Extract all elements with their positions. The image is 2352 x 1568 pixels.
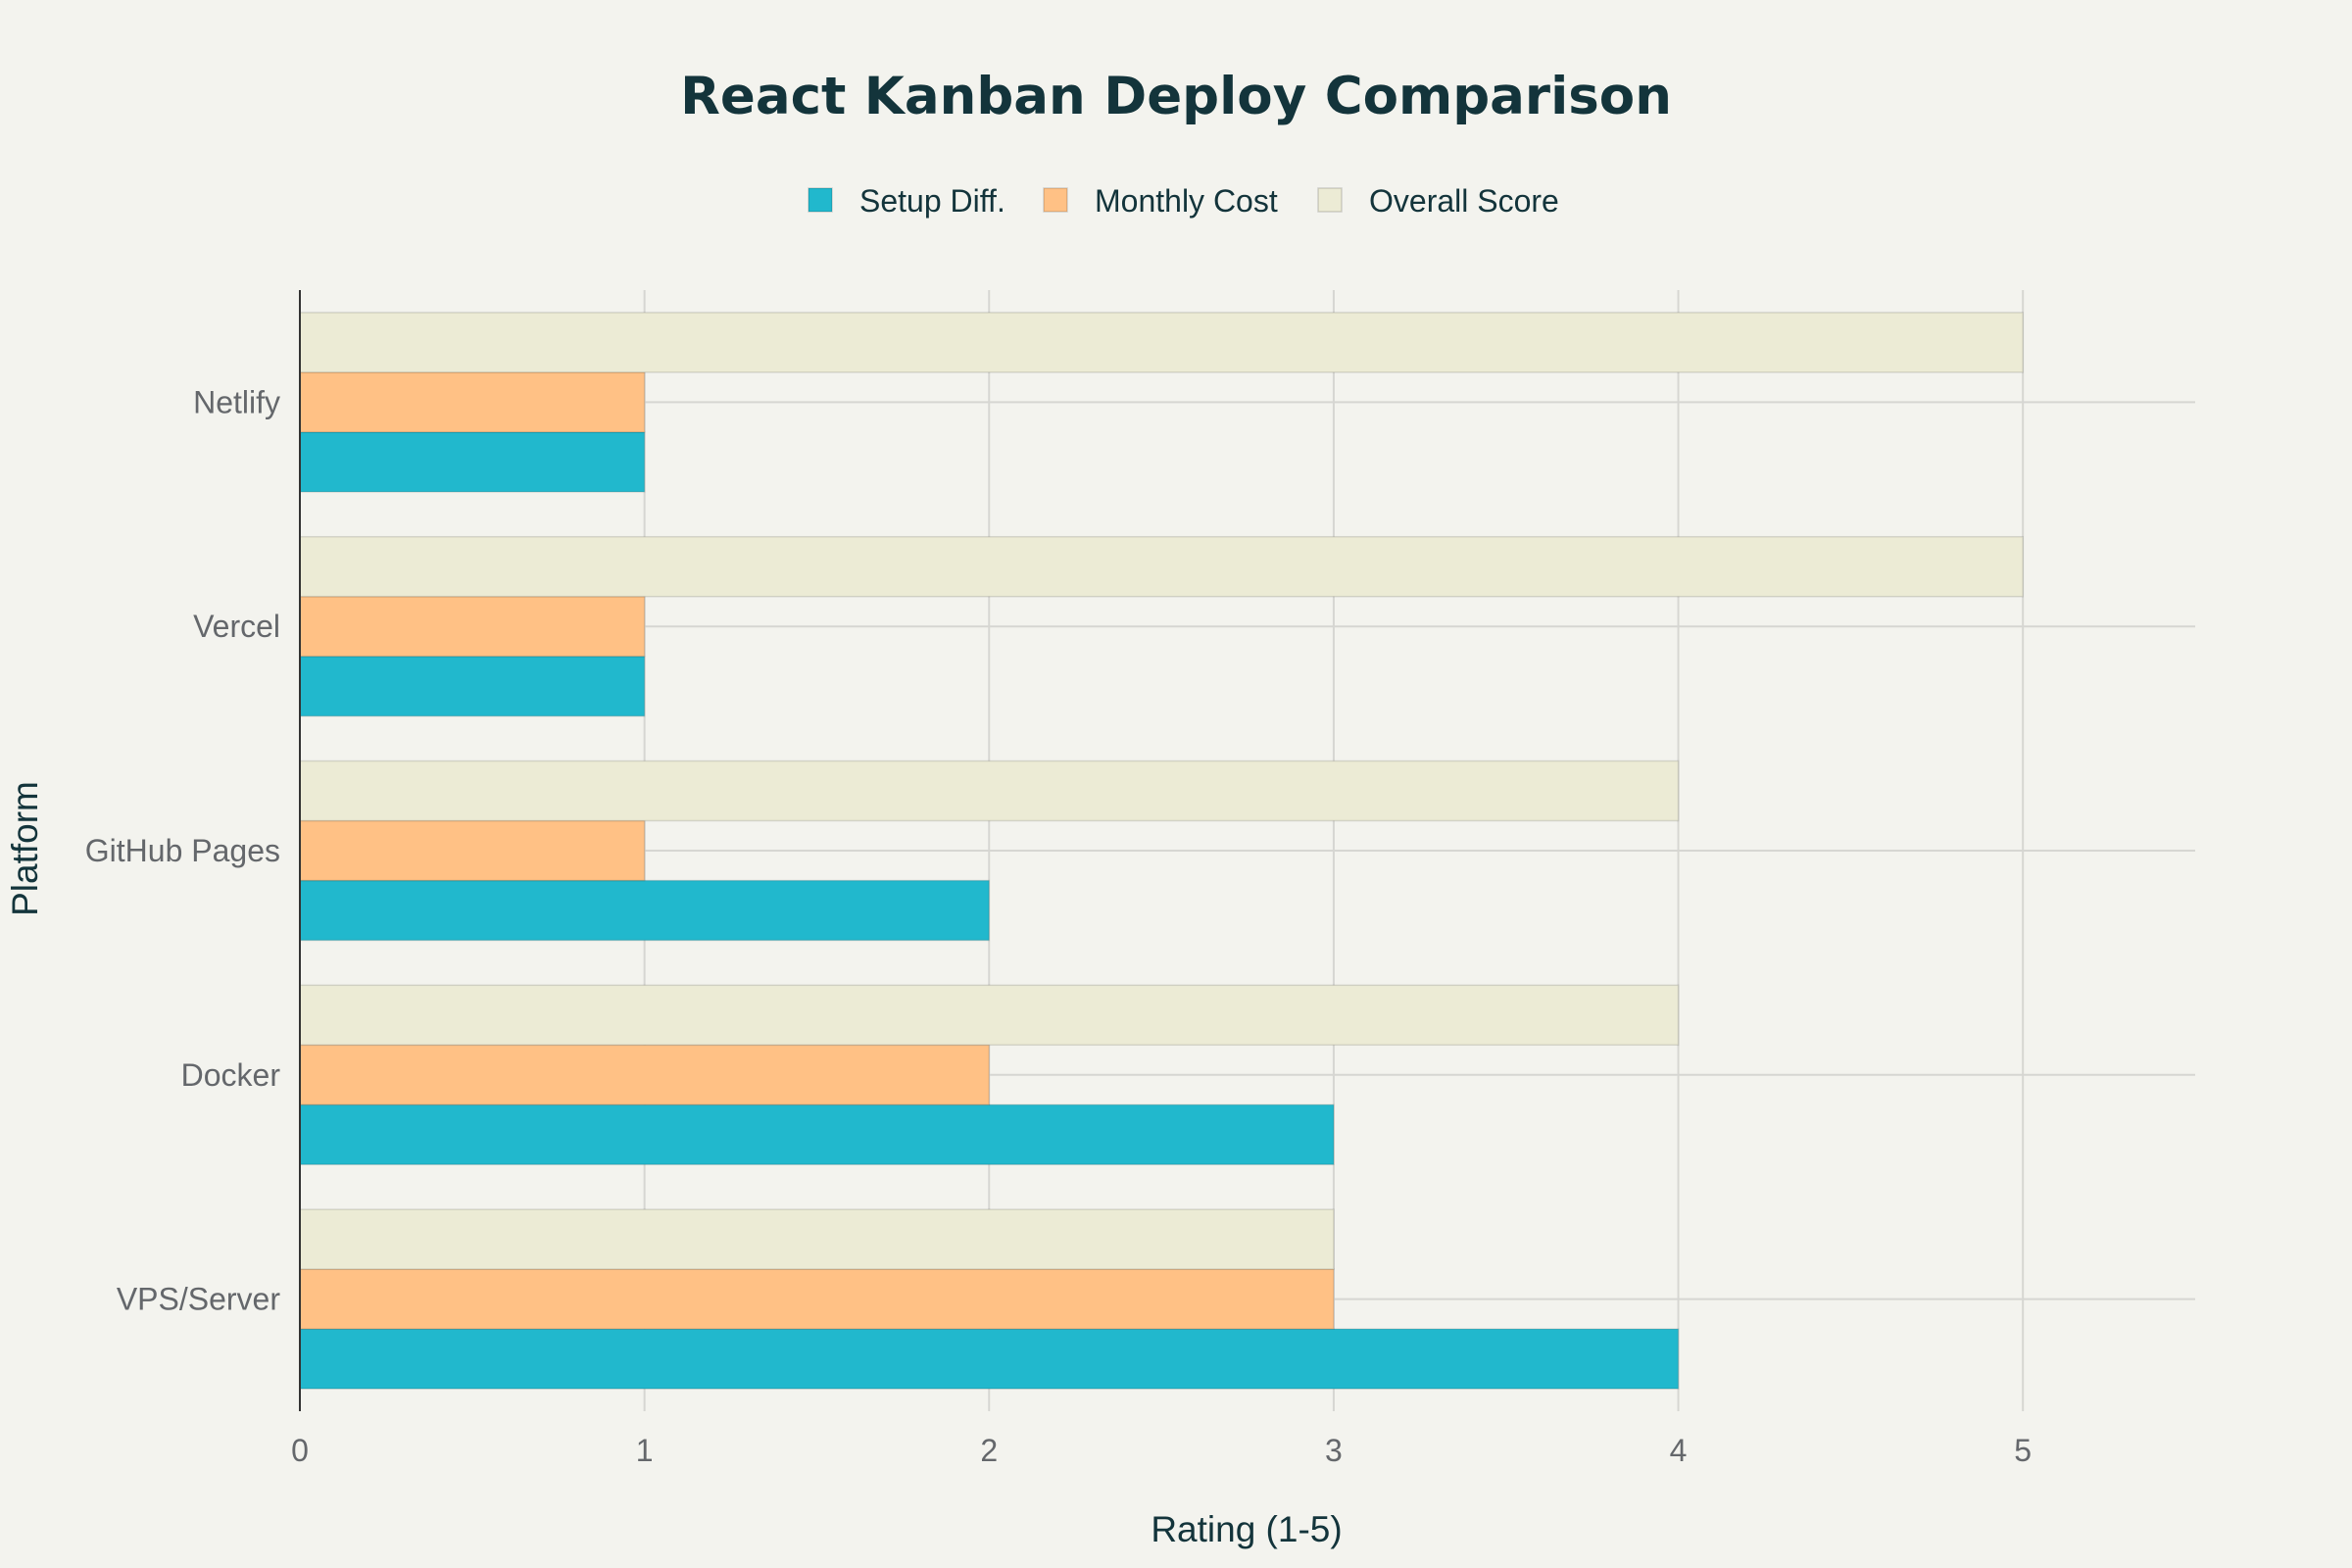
y-tick-label-netlify: Netlify — [193, 384, 280, 419]
x-axis-title: Rating (1-5) — [1151, 1509, 1342, 1549]
y-axis: Netlify Vercel GitHub Pages Docker VPS/Serve… — [85, 290, 301, 1411]
legend-label-setup-diff: Setup Diff. — [859, 183, 1005, 219]
x-tick-label-0: 0 — [291, 1433, 309, 1468]
bar-vercel-overall-score — [299, 535, 2024, 598]
x-tick-label-5: 5 — [2014, 1433, 2032, 1468]
y-tick-label-vps-server: VPS/Server — [117, 1282, 281, 1317]
legend-label-monthly-cost: Monthly Cost — [1095, 183, 1278, 219]
bar-docker-overall-score — [299, 984, 1680, 1047]
bar-github-pages-setup-diff — [299, 879, 991, 942]
bar-docker-monthly-cost — [299, 1044, 991, 1106]
chart-title: React Kanban Deploy Comparison — [680, 67, 1672, 126]
bars — [299, 312, 2024, 1390]
legend-item-overall-score: Overall Score — [1317, 183, 1559, 219]
bar-vps-server-overall-score — [299, 1208, 1335, 1270]
y-tick-label-docker: Docker — [181, 1057, 281, 1093]
legend: Setup Diff. Monthly Cost Overall Score — [808, 183, 1559, 219]
bar-docker-setup-diff — [299, 1103, 1335, 1166]
bar-netlify-setup-diff — [299, 431, 646, 493]
y-tick-label-vercel: Vercel — [193, 609, 280, 644]
legend-label-overall-score: Overall Score — [1369, 183, 1559, 219]
bar-github-pages-overall-score — [299, 760, 1680, 822]
x-tick-label-4: 4 — [1670, 1433, 1688, 1468]
x-tick-label-2: 2 — [980, 1433, 998, 1468]
bar-vps-server-monthly-cost — [299, 1268, 1335, 1330]
bar-github-pages-monthly-cost — [299, 819, 646, 882]
legend-swatch-monthly-cost — [1043, 187, 1068, 213]
legend-item-setup-diff: Setup Diff. — [808, 183, 1005, 219]
x-axis: 0 1 2 3 4 5 — [291, 1433, 2032, 1468]
bar-vercel-monthly-cost — [299, 595, 646, 658]
bar-vercel-setup-diff — [299, 655, 646, 717]
y-axis-title: Platform — [5, 781, 45, 916]
legend-swatch-setup-diff — [808, 187, 833, 213]
y-tick-label-github-pages: GitHub Pages — [85, 833, 280, 868]
x-tick-label-1: 1 — [636, 1433, 654, 1468]
bar-netlify-overall-score — [299, 312, 2024, 373]
x-tick-label-3: 3 — [1325, 1433, 1343, 1468]
bar-netlify-monthly-cost — [299, 371, 646, 433]
bar-vps-server-setup-diff — [299, 1328, 1680, 1390]
legend-item-monthly-cost: Monthly Cost — [1043, 183, 1278, 219]
legend-swatch-overall-score — [1317, 187, 1343, 213]
